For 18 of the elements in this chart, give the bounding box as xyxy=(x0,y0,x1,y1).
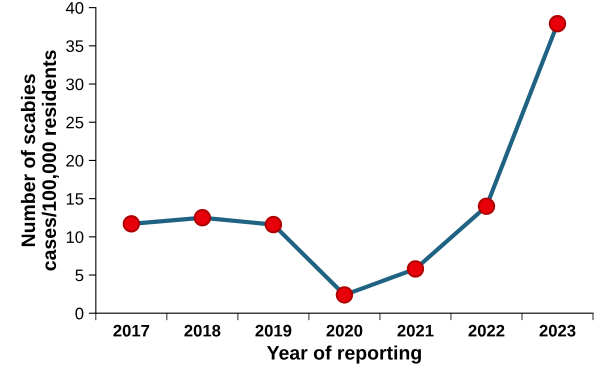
y-tick-label: 0 xyxy=(75,308,84,320)
x-axis-title: Year of reporting xyxy=(266,345,421,364)
y-tick-label: 35 xyxy=(66,40,84,52)
x-tick-label: 2021 xyxy=(397,324,434,337)
x-tick-label: 2020 xyxy=(326,324,362,337)
y-tick-label: 10 xyxy=(66,231,84,244)
x-tick-label: 2023 xyxy=(540,324,576,337)
y-tick-label: 5 xyxy=(75,270,84,282)
y-tick-label: 25 xyxy=(66,116,84,128)
x-tick-label: 2017 xyxy=(113,324,150,337)
y-tick-label: 30 xyxy=(66,78,84,90)
y-tick-label: 15 xyxy=(66,193,84,205)
x-tick-label: 2018 xyxy=(184,324,220,337)
y-axis-title: Number of scabies cases/100,000 residents xyxy=(20,50,59,270)
x-tick-label: 2019 xyxy=(255,324,292,337)
y-tick-label: 40 xyxy=(66,2,84,14)
x-tick-label: 2022 xyxy=(468,324,504,337)
y-tick-label: 20 xyxy=(66,154,84,167)
